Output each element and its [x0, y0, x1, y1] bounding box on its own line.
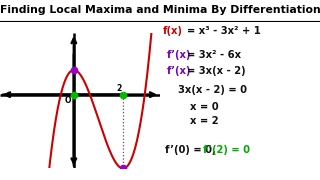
- Text: 3x(x - 2) = 0: 3x(x - 2) = 0: [178, 85, 247, 95]
- Text: x = 2: x = 2: [190, 116, 219, 126]
- Text: = 3x² - 6x: = 3x² - 6x: [187, 50, 241, 60]
- Text: f’(x): f’(x): [166, 66, 191, 76]
- Text: = 3x(x - 2): = 3x(x - 2): [187, 66, 246, 76]
- Text: f’(x): f’(x): [166, 50, 191, 60]
- Text: O: O: [64, 96, 71, 105]
- Text: f(x): f(x): [163, 26, 183, 36]
- Text: x = 0: x = 0: [190, 102, 219, 112]
- Text: f’(2) = 0: f’(2) = 0: [203, 145, 250, 155]
- Text: 2: 2: [117, 84, 122, 93]
- Text: = x³ - 3x² + 1: = x³ - 3x² + 1: [187, 26, 261, 36]
- Text: f’(0) = 0,: f’(0) = 0,: [165, 145, 223, 155]
- Text: Finding Local Maxima and Minima By Differentiation: Finding Local Maxima and Minima By Diffe…: [0, 5, 320, 15]
